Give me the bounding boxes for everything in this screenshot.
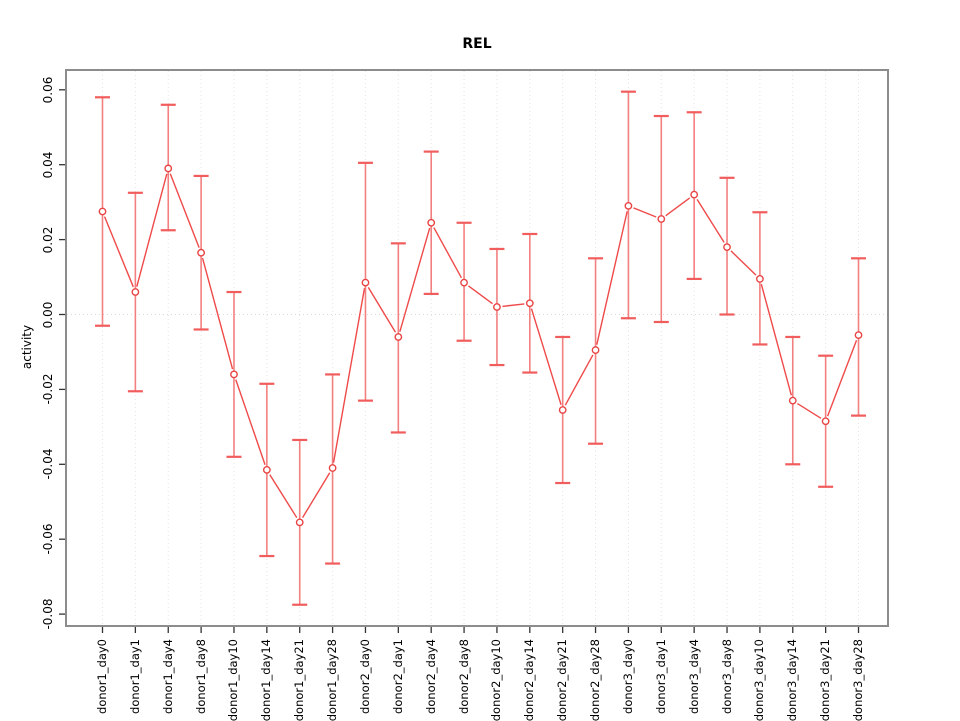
data-point-marker <box>756 275 764 283</box>
data-point-marker <box>460 278 468 287</box>
series-line-segment <box>433 227 463 279</box>
series-line-segment <box>564 354 594 406</box>
x-tick-label: donor2_day0 <box>357 639 372 714</box>
series-line-segment <box>399 227 431 332</box>
y-tick-label: -0.08 <box>41 598 55 630</box>
x-tick-label: donor3_day8 <box>719 639 734 714</box>
data-point-marker <box>361 278 370 287</box>
series-line-segment <box>502 303 525 308</box>
data-point-marker <box>624 201 633 210</box>
x-tick-label: donor2_day1 <box>390 639 405 714</box>
y-tick-label: -0.04 <box>41 448 55 480</box>
x-tick-label: donor2_day21 <box>555 639 570 721</box>
y-tick-label: 0.00 <box>41 301 55 328</box>
data-point-marker <box>394 333 403 341</box>
y-tick-label: 0.04 <box>41 151 55 179</box>
x-tick-label: donor1_day1 <box>127 639 142 714</box>
x-tick-label: donor1_day8 <box>193 639 208 714</box>
x-tick-label: donor3_day0 <box>620 639 635 714</box>
data-point-marker <box>427 218 436 227</box>
x-tick-label: donor1_day0 <box>95 639 109 714</box>
series-line-segment <box>797 402 822 419</box>
x-tick-label: donor1_day21 <box>292 639 307 721</box>
data-point-marker <box>197 248 206 257</box>
data-point-marker <box>591 346 600 354</box>
series-line-segment <box>468 285 493 305</box>
series-line-segment <box>696 198 725 243</box>
y-tick-label: -0.06 <box>41 523 55 555</box>
data-point-marker <box>657 215 666 223</box>
series-line-segment <box>596 211 628 345</box>
series-line-segment <box>633 207 657 218</box>
data-point-marker <box>295 518 304 527</box>
x-tick-label: donor2_day4 <box>423 639 438 714</box>
x-tick-label: donor3_day21 <box>818 639 833 721</box>
x-tick-label: donor1_day10 <box>226 639 241 721</box>
y-tick-label: 0.02 <box>41 226 55 253</box>
x-tick-label: donor1_day4 <box>160 639 175 714</box>
plot-border <box>65 69 889 627</box>
x-tick-label: donor1_day14 <box>259 639 274 721</box>
x-tick-label: donor1_day28 <box>325 639 340 721</box>
series-line-segment <box>201 257 234 370</box>
series-line-segment <box>269 474 298 519</box>
series-line-segment <box>235 379 266 465</box>
series-line-segment <box>103 216 134 288</box>
series-line-segment <box>301 472 331 519</box>
y-tick-label: 0.06 <box>41 76 55 104</box>
series-line-segment <box>730 250 757 276</box>
x-tick-label: donor3_day28 <box>851 639 865 721</box>
data-point-marker <box>262 466 271 474</box>
y-tick-label: -0.02 <box>41 373 55 405</box>
data-point-marker <box>690 190 699 199</box>
data-point-marker <box>854 331 863 339</box>
series-line-segment <box>665 197 691 217</box>
chart-title: REL <box>462 36 492 52</box>
x-tick-label: donor2_day10 <box>489 639 504 721</box>
data-point-marker <box>230 370 238 379</box>
x-tick-label: donor3_day10 <box>752 639 767 721</box>
x-tick-label: donor3_day14 <box>785 639 800 721</box>
data-point-marker <box>493 303 501 311</box>
x-tick-label: donor2_day14 <box>522 639 537 721</box>
series-line-segment <box>169 173 200 248</box>
x-tick-label: donor3_day1 <box>653 639 668 714</box>
series-line-segment <box>332 287 366 463</box>
series-line-segment <box>760 284 793 396</box>
series-line-segment <box>826 339 858 417</box>
data-point-marker <box>558 406 567 414</box>
x-tick-label: donor2_day28 <box>588 639 603 721</box>
data-point-marker <box>821 417 830 426</box>
data-point-marker <box>328 464 337 472</box>
data-point-marker <box>525 299 534 308</box>
series-line-segment <box>530 308 562 405</box>
data-point-marker <box>788 396 797 405</box>
series-line-segment <box>136 173 168 287</box>
data-point-marker <box>164 164 173 173</box>
x-tick-label: donor3_day4 <box>686 639 701 714</box>
data-point-marker <box>131 288 140 296</box>
series-line-segment <box>367 287 397 333</box>
data-point-marker <box>98 207 107 216</box>
x-tick-label: donor2_day8 <box>456 639 471 714</box>
data-point-marker <box>723 243 731 251</box>
